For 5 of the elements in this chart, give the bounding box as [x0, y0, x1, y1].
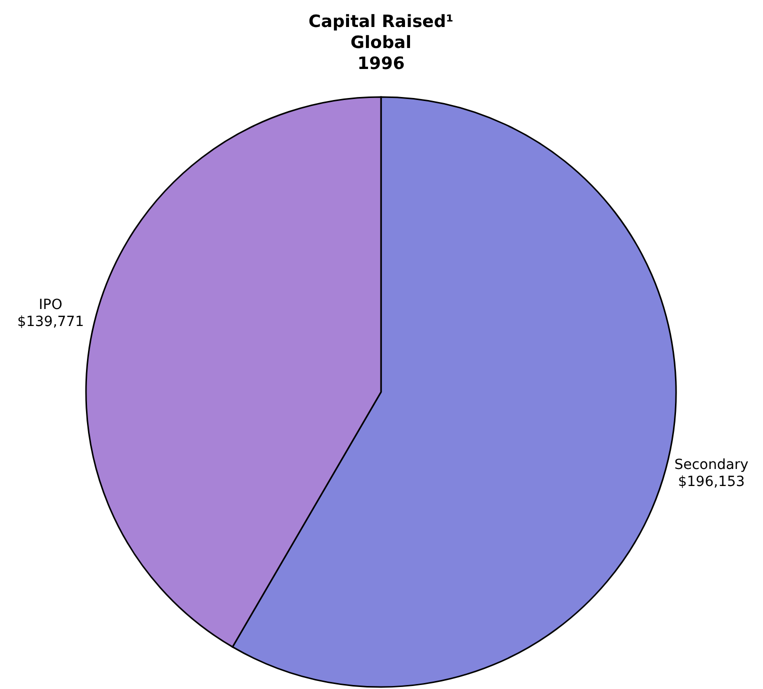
slice-label: IPO [38, 297, 62, 314]
data-label: $139,771 [17, 314, 84, 330]
slice-label: Secondary [674, 457, 748, 474]
chart-title: Capital Raised¹ Global 1996 [308, 12, 454, 74]
data-label: $196,153 [678, 474, 745, 490]
